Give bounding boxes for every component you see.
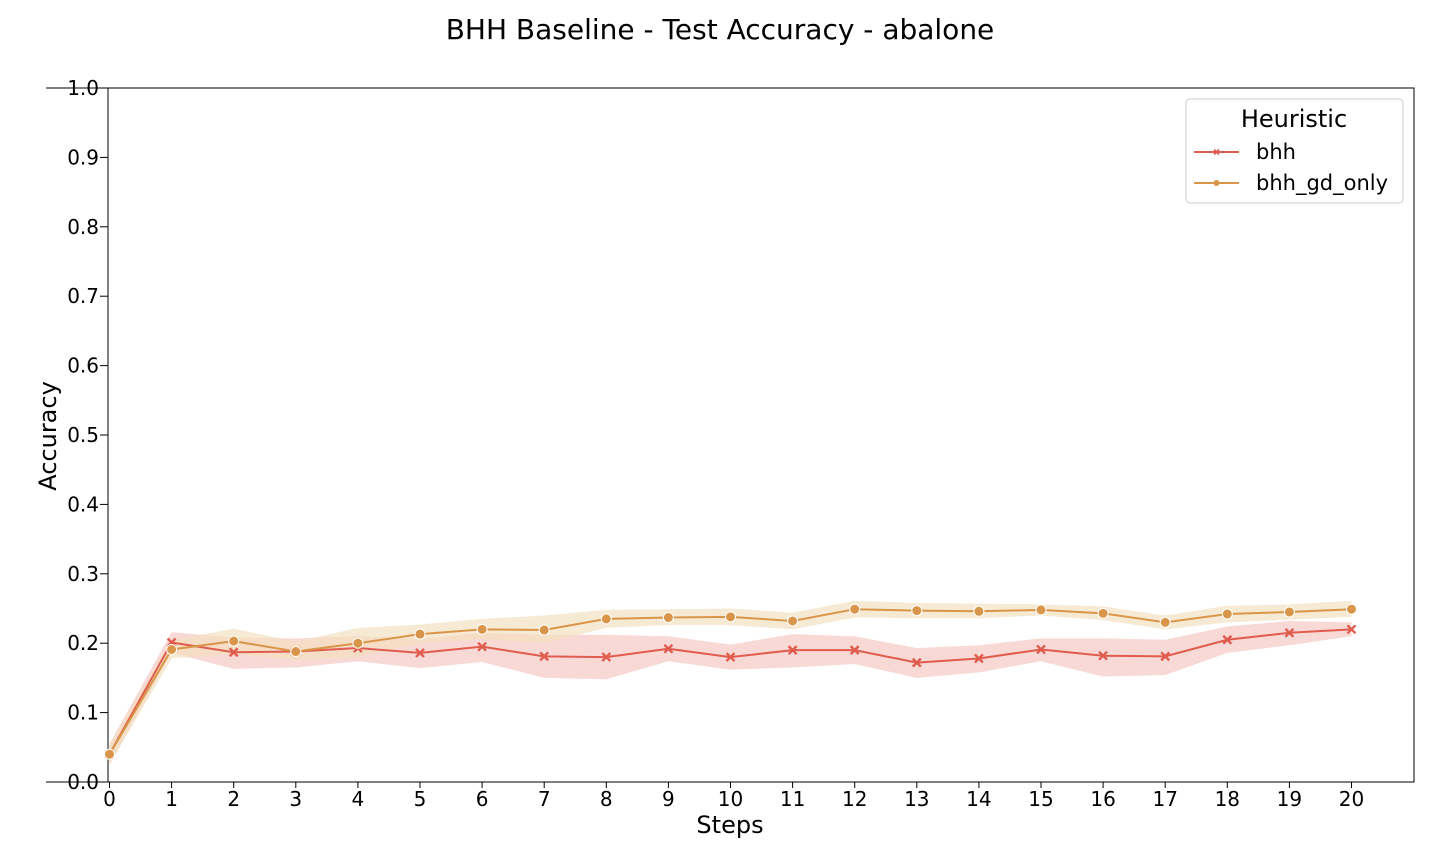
point-bhh_gd_only bbox=[662, 612, 674, 624]
x-tick-label: 18 bbox=[1215, 787, 1240, 811]
point-bhh_gd_only bbox=[1221, 608, 1233, 620]
x-tick-label: 0 bbox=[103, 787, 116, 811]
y-tick-label: 0.7 bbox=[67, 284, 99, 308]
point-bhh bbox=[663, 643, 674, 654]
legend-label-bhh_gd_only: bhh_gd_only bbox=[1256, 171, 1388, 196]
legend-title: Heuristic bbox=[1241, 105, 1347, 133]
series-lines bbox=[108, 608, 1352, 755]
point-bhh_gd_only bbox=[1035, 604, 1047, 616]
band-bhh bbox=[109, 620, 1352, 765]
chart-title: BHH Baseline - Test Accuracy - abalone bbox=[446, 13, 995, 46]
point-bhh bbox=[1160, 651, 1171, 662]
point-bhh_gd_only bbox=[352, 637, 364, 649]
legend-marker-bhh bbox=[1213, 148, 1220, 156]
point-bhh_gd_only bbox=[973, 605, 985, 617]
y-tick-label: 0.4 bbox=[67, 492, 99, 516]
point-bhh_gd_only bbox=[1346, 603, 1357, 615]
point-bhh bbox=[539, 651, 550, 662]
x-tick-label: 9 bbox=[662, 787, 675, 811]
legend-label-bhh: bhh bbox=[1256, 140, 1296, 164]
x-tick-label: 12 bbox=[842, 787, 867, 811]
point-bhh_gd_only bbox=[600, 613, 612, 625]
x-tick-label: 13 bbox=[904, 787, 929, 811]
confidence-bands bbox=[109, 600, 1352, 765]
x-tick-label: 5 bbox=[414, 787, 427, 811]
point-bhh bbox=[974, 653, 984, 664]
point-bhh bbox=[415, 648, 425, 658]
y-tick-label: 0.8 bbox=[67, 215, 99, 239]
line-bhh_gd_only bbox=[108, 608, 1352, 755]
point-bhh_gd_only bbox=[787, 615, 799, 627]
x-tick-label: 10 bbox=[718, 787, 743, 811]
y-tick-label: 0.2 bbox=[67, 631, 99, 655]
x-tick-label: 6 bbox=[476, 787, 489, 811]
point-bhh_gd_only bbox=[290, 646, 302, 658]
x-tick-label: 1 bbox=[165, 787, 178, 811]
x-tick-label: 14 bbox=[966, 787, 991, 811]
y-tick-label: 0.5 bbox=[67, 423, 99, 447]
y-tick-label: 0.6 bbox=[67, 354, 99, 378]
x-tick-label: 15 bbox=[1028, 787, 1053, 811]
point-bhh bbox=[477, 641, 487, 652]
x-tick-label: 20 bbox=[1339, 787, 1364, 811]
point-bhh_gd_only bbox=[228, 635, 240, 647]
x-axis-title: Steps bbox=[696, 811, 763, 839]
point-bhh bbox=[1098, 650, 1108, 661]
point-bhh_gd_only bbox=[104, 748, 115, 760]
point-bhh_gd_only bbox=[1159, 616, 1171, 628]
y-axis: 0.00.10.20.30.40.50.60.70.80.91.0 bbox=[46, 76, 108, 794]
point-bhh bbox=[1346, 624, 1357, 635]
band-bhh_gd_only bbox=[109, 600, 1352, 765]
legend-entry-bhh_gd_only: bhh_gd_only bbox=[1194, 171, 1388, 196]
point-bhh bbox=[228, 647, 239, 658]
x-tick-label: 19 bbox=[1277, 787, 1302, 811]
y-tick-label: 0.3 bbox=[67, 562, 99, 586]
x-tick-label: 4 bbox=[352, 787, 365, 811]
point-bhh bbox=[1036, 644, 1046, 655]
series-markers bbox=[104, 603, 1357, 760]
x-tick-label: 8 bbox=[600, 787, 613, 811]
legend: Heuristic bhh bhh_gd_only bbox=[1185, 98, 1404, 204]
x-tick-label: 7 bbox=[538, 787, 551, 811]
point-bhh_gd_only bbox=[725, 611, 736, 623]
x-tick-label: 3 bbox=[289, 787, 302, 811]
legend-entry-bhh: bhh bbox=[1194, 140, 1296, 164]
point-bhh bbox=[1222, 634, 1233, 645]
point-bhh bbox=[725, 652, 736, 662]
point-bhh_gd_only bbox=[414, 628, 426, 640]
point-bhh_gd_only bbox=[538, 624, 550, 636]
point-bhh_gd_only bbox=[911, 605, 923, 617]
point-bhh bbox=[911, 657, 922, 668]
point-bhh_gd_only bbox=[476, 623, 488, 635]
x-tick-label: 16 bbox=[1090, 787, 1115, 811]
x-tick-label: 17 bbox=[1152, 787, 1177, 811]
point-bhh bbox=[849, 645, 860, 655]
y-tick-label: 0.9 bbox=[67, 145, 99, 169]
point-bhh bbox=[601, 652, 612, 662]
x-axis: 0 1 2 3 4 5 6 7 8 9 10 11 12 13 14 15 16 17 18 19 20 bbox=[103, 782, 1364, 811]
point-bhh_gd_only bbox=[166, 643, 178, 655]
point-bhh_gd_only bbox=[1097, 607, 1109, 619]
point-bhh_gd_only bbox=[849, 603, 861, 615]
legend-box bbox=[1185, 98, 1404, 204]
legend-marker-bhh_gd_only bbox=[1213, 180, 1220, 186]
x-tick-label: 2 bbox=[227, 787, 240, 811]
point-bhh bbox=[787, 645, 798, 655]
x-tick-label: 11 bbox=[780, 787, 805, 811]
point-bhh_gd_only bbox=[1283, 606, 1295, 618]
y-axis-title: Accuracy bbox=[34, 381, 62, 491]
y-tick-label: 0.1 bbox=[67, 701, 99, 725]
point-bhh bbox=[1284, 627, 1295, 638]
